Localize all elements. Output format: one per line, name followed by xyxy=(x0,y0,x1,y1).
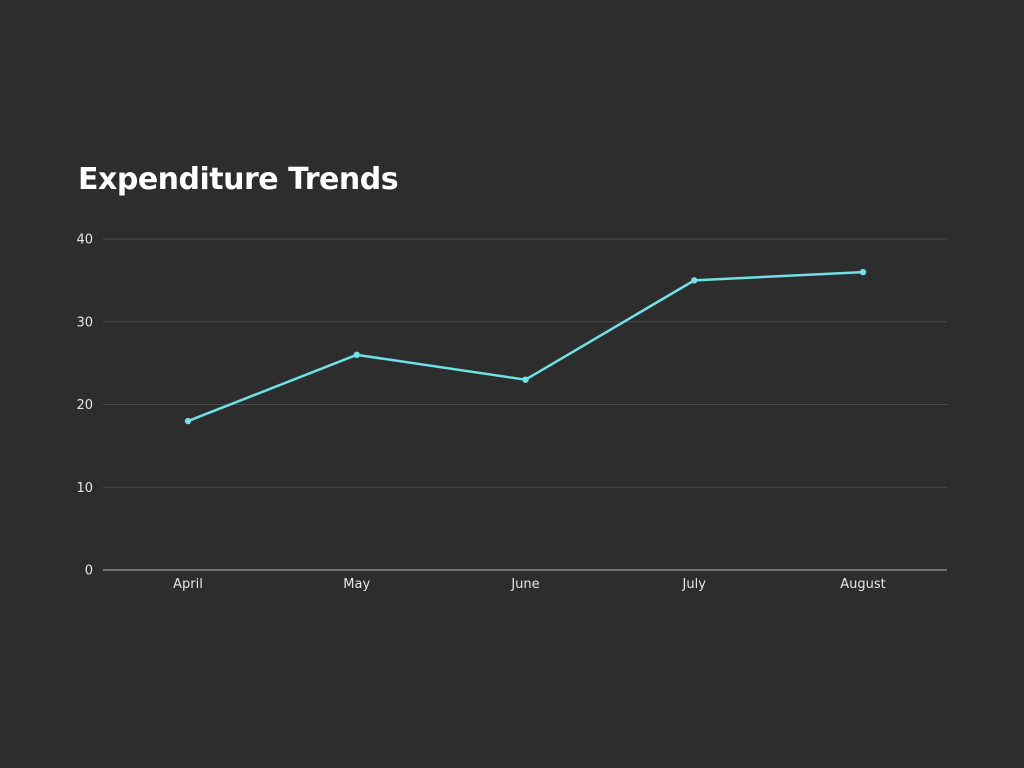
y-tick-label: 20 xyxy=(76,398,93,413)
series-line xyxy=(186,270,865,423)
chart-title: Expenditure Trends xyxy=(78,162,399,197)
data-point xyxy=(859,268,867,276)
x-tick-label: August xyxy=(840,577,886,592)
y-tick-label: 0 xyxy=(85,564,93,579)
data-point xyxy=(691,277,698,284)
y-tick-label: 10 xyxy=(76,481,93,496)
data-point xyxy=(184,417,192,425)
x-tick-label: April xyxy=(173,577,203,592)
data-point xyxy=(522,376,529,383)
y-tick-label: 30 xyxy=(76,315,93,330)
data-point xyxy=(353,351,360,359)
grid-layer xyxy=(103,238,947,488)
x-tick-label: June xyxy=(510,577,539,592)
y-tick-label: 40 xyxy=(76,233,93,248)
x-tick-label: July xyxy=(682,577,707,592)
x-tick-label: May xyxy=(343,577,370,592)
series-layer xyxy=(184,268,867,425)
axis-layer: 0 10 20 30 40 April May June July August xyxy=(76,233,947,592)
